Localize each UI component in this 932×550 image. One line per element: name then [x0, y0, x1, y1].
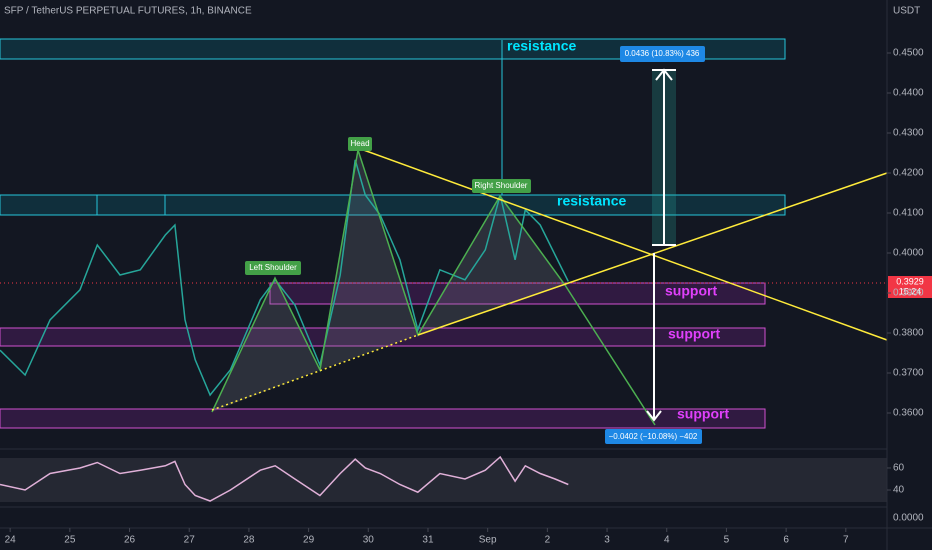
- x-tick-label: 27: [184, 535, 196, 546]
- currency-label: USDT: [893, 6, 920, 17]
- x-tick-label: 24: [5, 535, 17, 546]
- y-tick-label: 0.4500: [893, 48, 924, 59]
- rsi-band: [0, 458, 887, 502]
- x-tick-label: 2: [545, 535, 551, 546]
- x-tick-label: 6: [783, 535, 789, 546]
- lower-axis-label: 0.0000: [893, 513, 924, 524]
- x-tick-label: 29: [303, 535, 315, 546]
- price-tag: [888, 276, 932, 298]
- y-tick-label: 0.3800: [893, 328, 924, 339]
- trend-line: [417, 172, 888, 336]
- series-line: [0, 159, 569, 397]
- trend-line: [357, 147, 888, 341]
- y-tick-label: 0.4000: [893, 248, 924, 259]
- pattern-label-box: [472, 179, 531, 193]
- series-line: [0, 455, 569, 502]
- pattern-fill: [320, 150, 418, 370]
- chart-title: SFP / TetherUS PERPETUAL FUTURES, 1h, BI…: [4, 6, 252, 17]
- y-tick-label: 0.3900: [893, 288, 924, 299]
- x-tick-label: 31: [422, 535, 434, 546]
- arrow-head: [646, 410, 662, 422]
- pattern-line: [211, 149, 656, 426]
- resistance-zone: [0, 194, 786, 216]
- resistance-zone: [0, 38, 786, 60]
- pattern-label: Left Shoulder: [249, 263, 297, 272]
- pattern-label-box: [348, 137, 372, 151]
- x-tick-label: 3: [604, 535, 610, 546]
- x-tick-label: 4: [664, 535, 670, 546]
- price-tag-countdown: 15:24: [899, 286, 922, 296]
- pattern-label-box: [245, 261, 301, 275]
- zone-label: resistance: [557, 193, 626, 209]
- x-tick-label: 7: [843, 535, 849, 546]
- zone-label: support: [665, 283, 717, 299]
- y-tick-label: 40: [893, 485, 905, 496]
- zone-label: resistance: [507, 38, 576, 54]
- y-tick-label: 0.3700: [893, 368, 924, 379]
- price-tag-price: 0.3929: [896, 276, 924, 286]
- trend-line: [211, 334, 419, 411]
- x-tick-label: 25: [64, 535, 76, 546]
- y-tick-label: 0.4300: [893, 128, 924, 139]
- x-tick-label: 5: [724, 535, 730, 546]
- measure-label-box: [605, 429, 702, 444]
- measure-label-box: [620, 46, 705, 62]
- y-tick-label: 0.3600: [893, 408, 924, 419]
- pattern-label: Right Shoulder: [475, 181, 528, 190]
- pattern-fill: [212, 278, 320, 412]
- x-tick-label: 28: [243, 535, 255, 546]
- measure-label: 0.0436 (10.83%) 436: [625, 49, 700, 58]
- zone-label: support: [677, 406, 729, 422]
- zone-label: support: [668, 326, 720, 342]
- x-tick-label: 26: [124, 535, 136, 546]
- x-tick-label: 30: [363, 535, 375, 546]
- x-tick-label: Sep: [479, 535, 497, 546]
- pattern-fill: [418, 196, 565, 335]
- y-tick-label: 0.4100: [893, 208, 924, 219]
- series-layer: [0, 159, 569, 397]
- y-tick-label: 0.4200: [893, 168, 924, 179]
- y-tick-label: 0.4400: [893, 88, 924, 99]
- pattern-label: Head: [350, 139, 369, 148]
- support-zone: [269, 282, 766, 305]
- measure-label: −0.0402 (−10.08%) −402: [609, 432, 698, 441]
- y-tick-label: 60: [893, 463, 905, 474]
- support-zone: [0, 408, 766, 429]
